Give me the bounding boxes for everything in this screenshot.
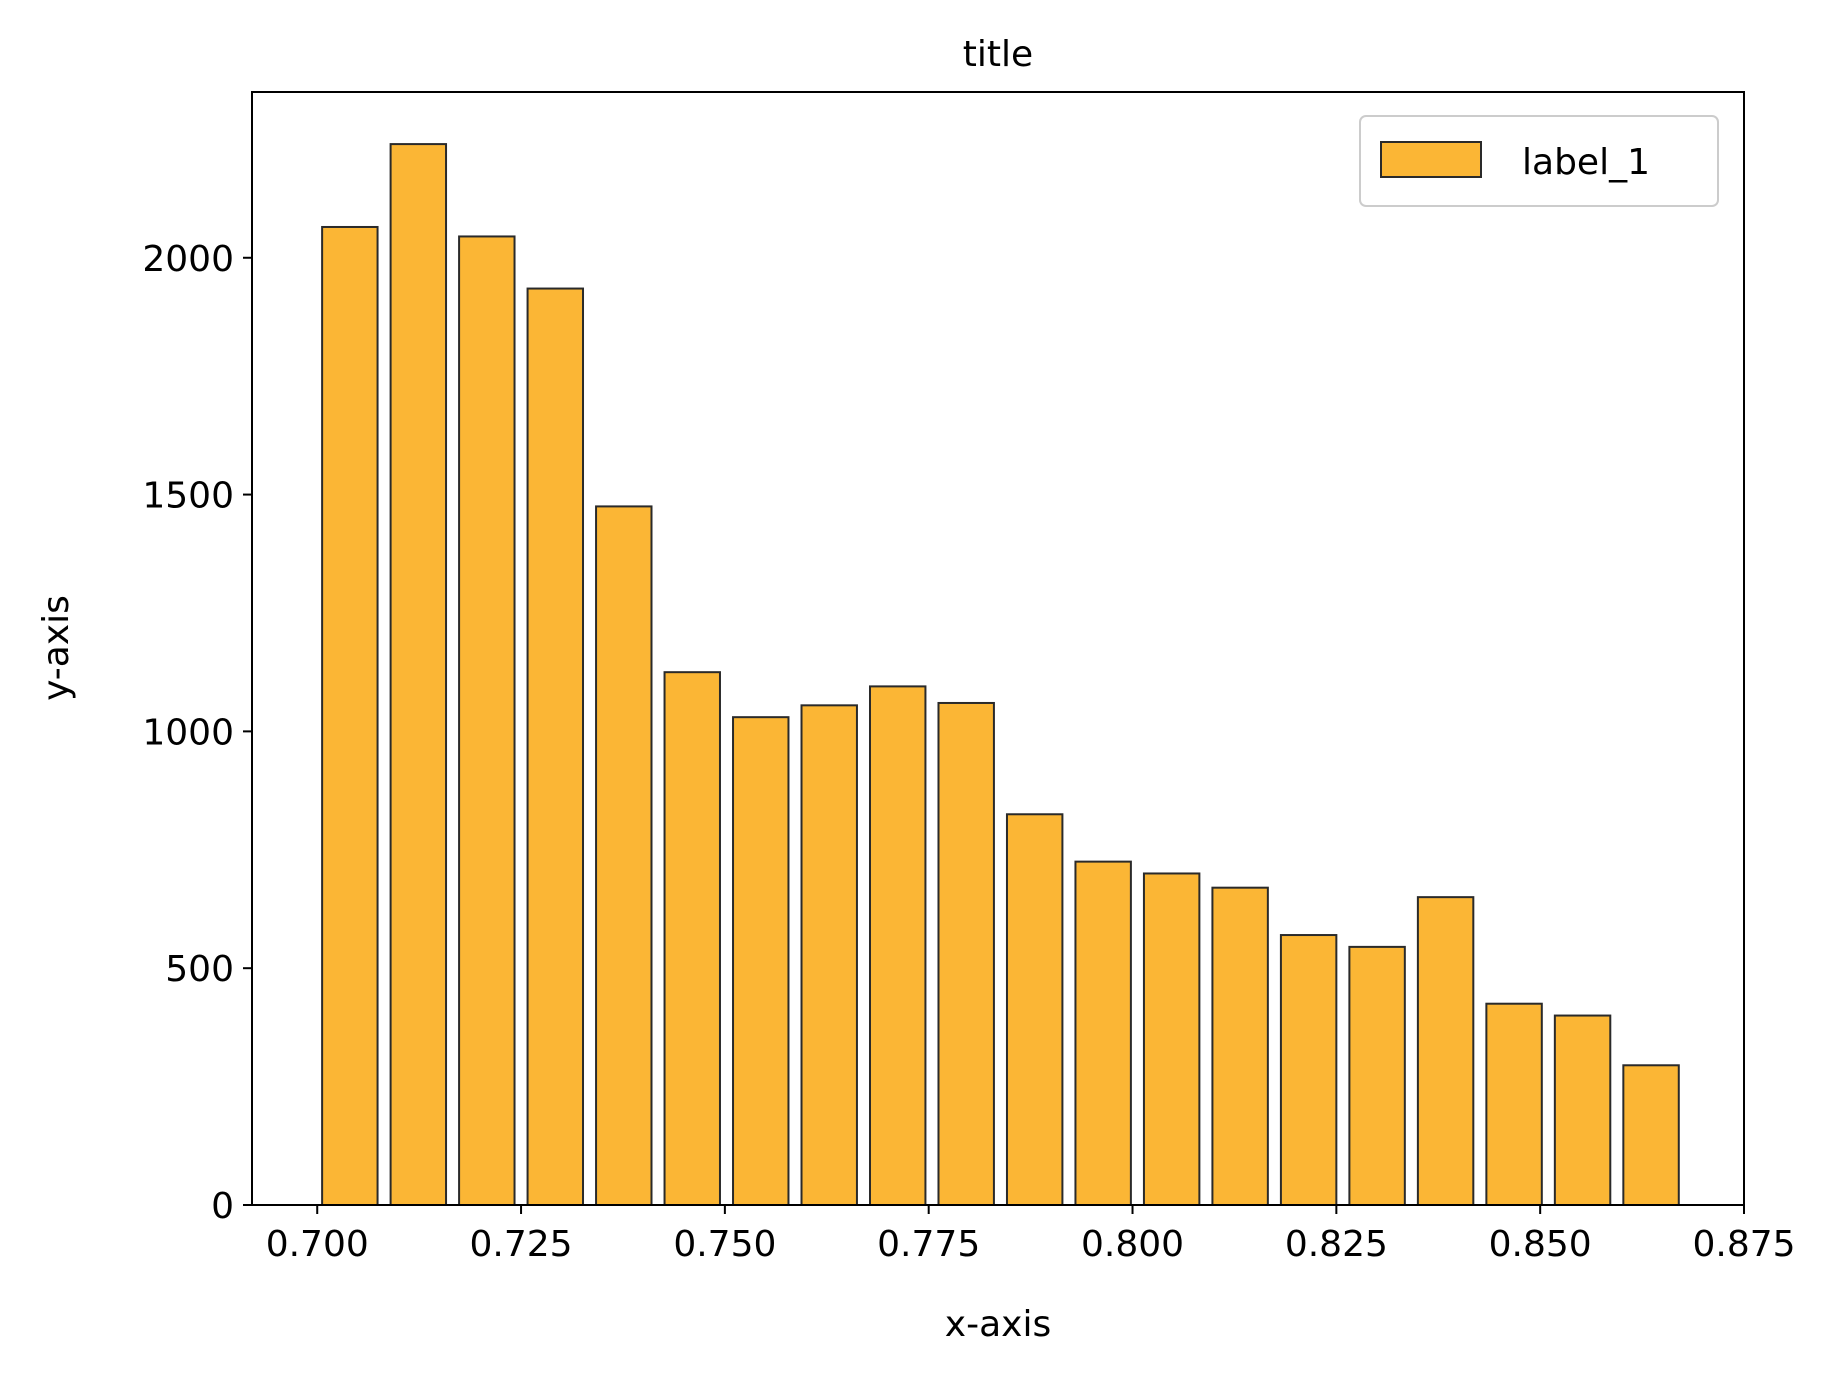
bar-14 <box>1211 886 1269 1206</box>
plot-frame <box>251 91 1745 1206</box>
x-tick-label: 0.800 <box>1081 1224 1184 1265</box>
bar-9 <box>869 685 927 1206</box>
bar-2 <box>389 143 448 1207</box>
y-tick-label: 2000 <box>142 239 234 280</box>
legend-swatch-label-1 <box>1380 141 1482 178</box>
x-tick-label: 0.750 <box>673 1224 776 1265</box>
x-tick-label: 0.725 <box>470 1224 573 1265</box>
bar-3 <box>458 235 516 1206</box>
bar-13 <box>1142 872 1201 1206</box>
bar-1 <box>321 225 379 1207</box>
x-tick-label: 0.700 <box>266 1224 369 1265</box>
bar-8 <box>800 704 858 1207</box>
x-tick-label: 0.875 <box>1692 1224 1795 1265</box>
bars-group <box>321 143 1680 1207</box>
y-axis-label: y-axis <box>36 595 77 701</box>
y-tick-label: 1000 <box>142 712 234 753</box>
bar-15 <box>1279 934 1338 1206</box>
bar-20 <box>1622 1064 1680 1207</box>
bar-7 <box>732 716 790 1206</box>
y-axis-ticks: 0 500 1000 1500 2000 <box>142 239 252 1227</box>
bar-10 <box>937 701 995 1206</box>
legend-box <box>1359 115 1719 207</box>
bar-4 <box>526 287 585 1206</box>
x-tick-label: 0.825 <box>1285 1224 1388 1265</box>
x-axis-label: x-axis <box>945 1304 1051 1345</box>
x-axis-ticks: 0.700 0.725 0.750 0.775 0.800 0.825 0.850 0.875 <box>266 1205 1796 1265</box>
bar-11 <box>1005 813 1064 1207</box>
legend-label-1: label_1 <box>1522 142 1650 183</box>
x-tick-label: 0.775 <box>877 1224 980 1265</box>
bar-17 <box>1416 896 1475 1207</box>
bar-18 <box>1485 1002 1543 1207</box>
bar-5 <box>595 505 653 1207</box>
bar-6 <box>663 671 721 1206</box>
chart-title: title <box>963 34 1033 75</box>
y-tick-label: 1500 <box>142 476 234 517</box>
y-tick-label: 0 <box>211 1186 234 1227</box>
bar-12 <box>1074 860 1132 1206</box>
bar-16 <box>1348 945 1406 1206</box>
x-tick-label: 0.850 <box>1489 1224 1592 1265</box>
y-tick-label: 500 <box>165 949 234 990</box>
legend: label_1 <box>1359 115 1719 207</box>
bar-19 <box>1553 1014 1612 1206</box>
